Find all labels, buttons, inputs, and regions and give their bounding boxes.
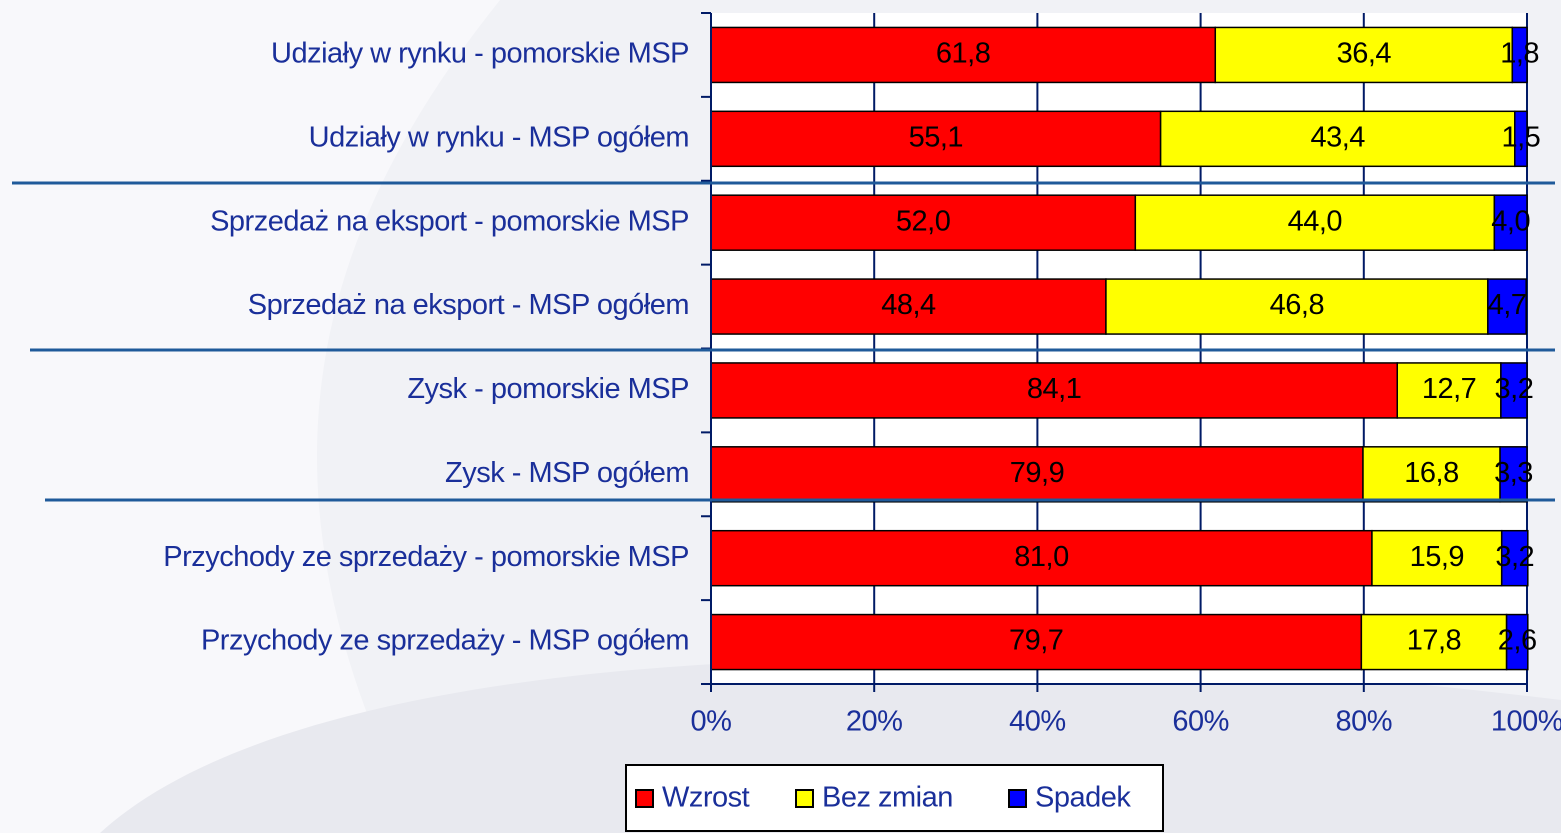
data-label: 4,0 — [1491, 205, 1530, 237]
background-shape — [100, 658, 1561, 833]
background-shape — [0, 0, 500, 833]
data-label: 15,9 — [1410, 541, 1464, 573]
data-label: 17,8 — [1407, 625, 1461, 657]
bar-segment — [1360, 613, 1508, 671]
data-label: 3,3 — [1494, 457, 1533, 489]
data-label: 43,4 — [1310, 121, 1365, 153]
bar-segment — [1396, 362, 1502, 419]
legend-label: Wzrost — [662, 782, 750, 814]
bar-segment — [710, 110, 1162, 168]
data-label: 55,1 — [909, 121, 963, 153]
data-label: 52,0 — [896, 205, 950, 237]
bar-segment — [710, 26, 1217, 84]
data-label: 3,2 — [1495, 541, 1534, 573]
bar-segment — [710, 194, 1137, 251]
bar-segment — [1514, 110, 1528, 168]
legend-swatch — [635, 789, 654, 808]
y-tick-label: Zysk - pomorskie MSP — [407, 373, 689, 405]
y-tick-label: Sprzedaż na eksport - MSP ogółem — [248, 289, 689, 321]
legend-box — [625, 764, 1164, 832]
bar-segment — [1214, 26, 1514, 84]
data-label: 84,1 — [1027, 373, 1081, 405]
legend-label: Bez zmian — [822, 782, 953, 814]
legend-swatch — [1008, 789, 1027, 808]
data-label: 4,7 — [1488, 289, 1527, 321]
data-label: 44,0 — [1288, 205, 1342, 237]
y-tick-label: Udziały w rynku - pomorskie MSP — [271, 38, 689, 70]
y-tick-label: Przychody ze sprzedaży - MSP ogółem — [201, 625, 689, 657]
x-tick-label: 20% — [846, 706, 903, 738]
bar-segment — [1500, 362, 1528, 419]
bar-segment — [1511, 26, 1528, 84]
bar-segment — [1134, 194, 1496, 251]
data-label: 61,8 — [936, 38, 990, 70]
bar-segment — [1362, 446, 1501, 503]
data-label: 79,9 — [1010, 457, 1064, 489]
bar-segment — [1500, 529, 1529, 587]
data-label: 2,6 — [1498, 625, 1537, 657]
bar-segment — [1105, 278, 1489, 335]
x-tick-label: 100% — [1491, 706, 1561, 738]
y-tick-label: Sprzedaż na eksport - pomorskie MSP — [210, 205, 689, 237]
bar-segment — [1505, 613, 1529, 671]
bar-segment — [1371, 529, 1503, 587]
legend-label: Spadek — [1035, 782, 1131, 814]
bar-segment — [710, 529, 1373, 587]
data-label: 12,7 — [1422, 373, 1476, 405]
bar-segment — [1499, 446, 1528, 503]
bar-segment — [710, 278, 1107, 335]
y-tick-label: Zysk - MSP ogółem — [445, 457, 689, 489]
data-label: 1,5 — [1501, 121, 1540, 153]
data-label: 36,4 — [1337, 38, 1392, 70]
x-tick-label: 80% — [1336, 706, 1393, 738]
bar-segment — [1487, 278, 1527, 335]
y-tick-label: Przychody ze sprzedaży - pomorskie MSP — [163, 541, 689, 573]
bar-segment — [710, 446, 1364, 503]
data-label: 46,8 — [1270, 289, 1324, 321]
data-label: 79,7 — [1009, 625, 1063, 657]
bar-segment — [1493, 194, 1528, 251]
bar-segment — [710, 362, 1399, 419]
y-tick-label: Udziały w rynku - MSP ogółem — [309, 121, 689, 153]
legend-swatch — [795, 789, 814, 808]
x-tick-label: 40% — [1009, 706, 1066, 738]
x-tick-label: 0% — [691, 706, 732, 738]
data-label: 81,0 — [1014, 541, 1068, 573]
data-label: 3,2 — [1495, 373, 1534, 405]
data-label: 1,8 — [1500, 38, 1539, 70]
bar-segment — [1159, 110, 1516, 168]
x-tick-label: 60% — [1172, 706, 1229, 738]
bar-segment — [710, 613, 1363, 671]
data-label: 48,4 — [881, 289, 936, 321]
data-label: 16,8 — [1404, 457, 1458, 489]
